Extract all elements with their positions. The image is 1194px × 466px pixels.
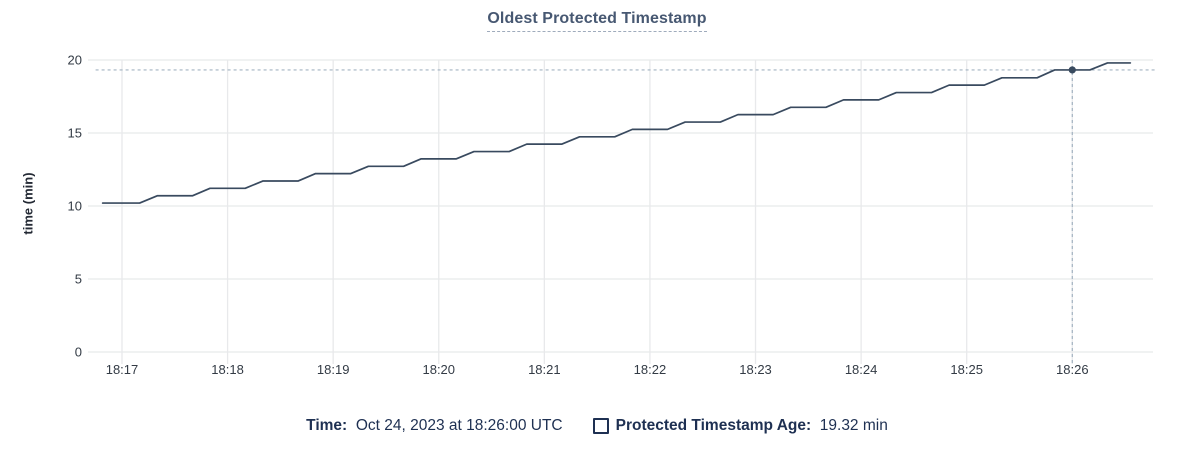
legend-time: Time: Oct 24, 2023 at 18:26:00 UTC [306,417,562,435]
legend-series-label: Protected Timestamp Age: [615,417,812,434]
x-tick-label: 18:26 [1056,362,1089,377]
x-tick-label: 18:23 [739,362,772,377]
series-checkbox-icon[interactable] [592,418,609,434]
x-tick-label: 18:22 [634,362,667,377]
y-tick-label: 15 [68,126,82,141]
chart-legend: Time: Oct 24, 2023 at 18:26:00 UTC Prote… [0,417,1194,435]
x-tick-label: 18:20 [422,362,455,377]
chart-title[interactable]: Oldest Protected Timestamp [487,10,707,32]
y-tick-label: 0 [75,345,82,360]
x-tick-label: 18:25 [950,362,983,377]
y-tick-label: 5 [75,272,82,287]
legend-time-label: Time: [306,417,348,434]
x-tick-label: 18:19 [317,362,350,377]
x-tick-label: 18:17 [106,362,139,377]
x-tick-label: 18:21 [528,362,561,377]
legend-time-value: Oct 24, 2023 at 18:26:00 UTC [347,417,563,434]
y-tick-label: 20 [68,53,82,68]
hover-point-dot [1068,66,1076,74]
legend-series-value: 19.32 min [811,417,888,434]
legend-series-toggle[interactable]: Protected Timestamp Age: 19.32 min [592,417,888,435]
chart-plot-area[interactable]: 0 5 10 15 20 18:17 18:18 18:19 18:20 18:21 18:22 18… [0,0,1194,400]
x-tick-label: 18:18 [211,362,244,377]
y-tick-label: 10 [68,199,82,214]
chart-header: Oldest Protected Timestamp [0,10,1194,32]
series-line [101,62,1132,204]
x-tick-label: 18:24 [845,362,878,377]
